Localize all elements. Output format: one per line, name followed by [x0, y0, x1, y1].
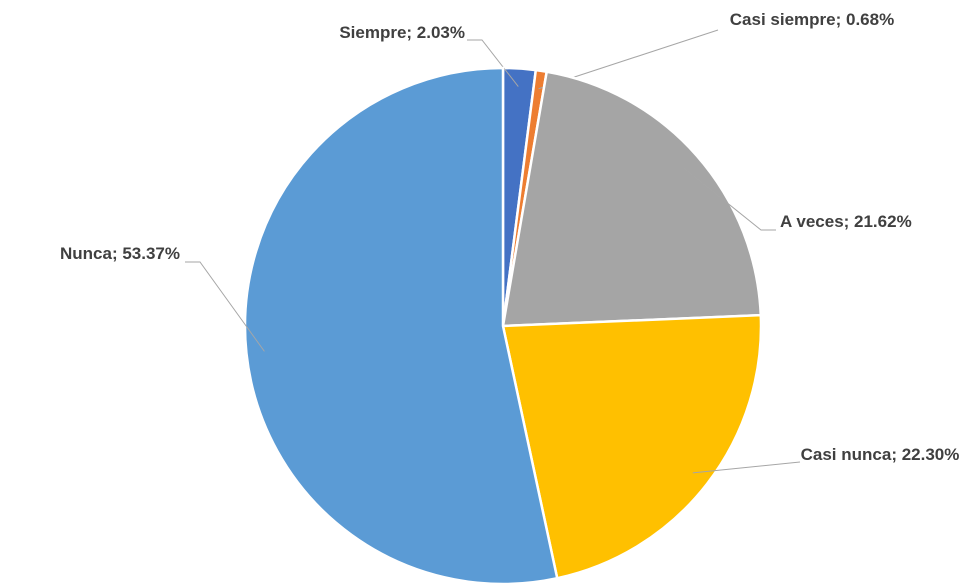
leader-line	[185, 261, 265, 352]
pie-slice	[243, 66, 559, 584]
data-label: Casi siempre; 0.68%	[729, 10, 895, 29]
leader-line	[682, 167, 776, 231]
leader-line	[467, 39, 519, 87]
leader-line	[692, 461, 801, 474]
data-label: A veces; 21.62%	[780, 212, 912, 231]
pie-slice	[501, 313, 763, 580]
pie-slice	[501, 70, 763, 328]
data-label: Nunca; 53.37%	[60, 244, 180, 263]
data-label: Siempre; 2.03%	[339, 23, 465, 42]
data-label: Casi nunca; 22.30%	[800, 445, 960, 464]
